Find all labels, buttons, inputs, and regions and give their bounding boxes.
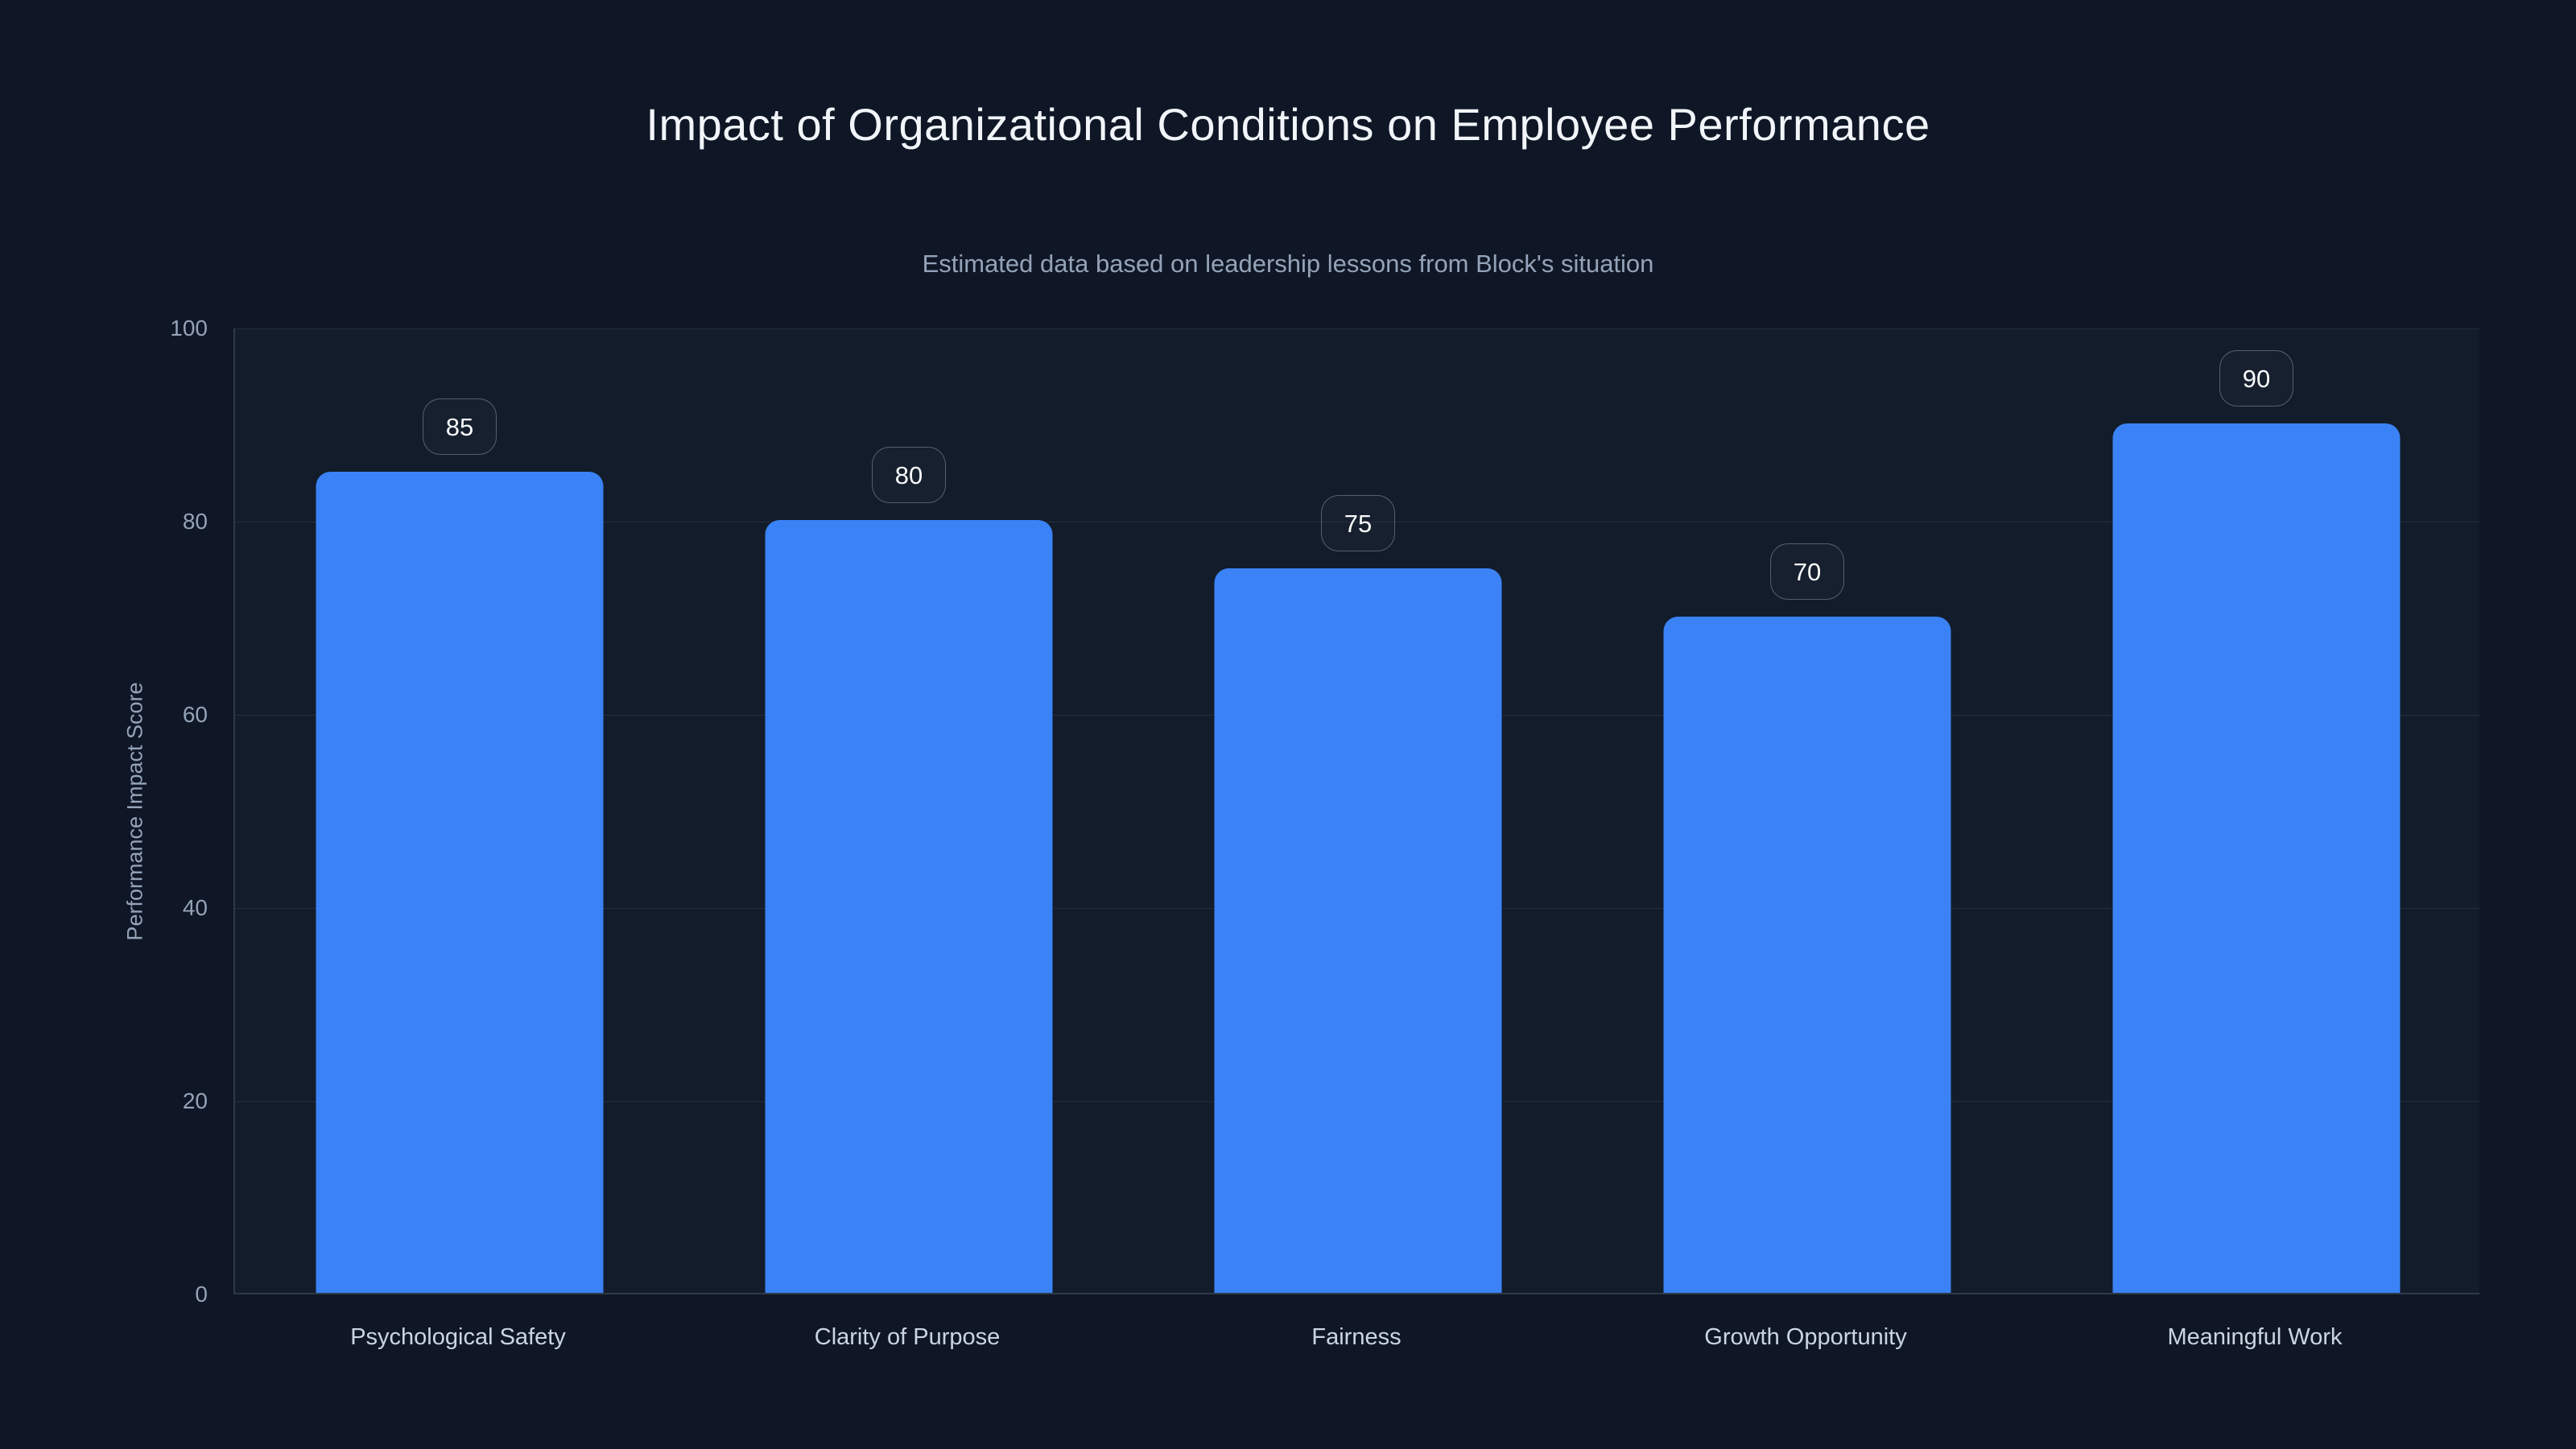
y-tick-label-60: 60 <box>182 702 208 727</box>
x-label-growth-opportunity: Growth Opportunity <box>1704 1324 1907 1350</box>
bar-growth-opportunity[interactable] <box>1663 617 1951 1293</box>
bar-slot-3: 70 <box>1583 328 2032 1293</box>
bar-fairness[interactable] <box>1214 568 1502 1293</box>
plot-area: 85 80 75 70 90 <box>233 328 2479 1294</box>
value-badge-85: 85 <box>423 398 497 455</box>
bar-clarity-of-purpose[interactable] <box>765 520 1053 1293</box>
y-tick-label-20: 20 <box>182 1088 208 1113</box>
chart-subtitle: Estimated data based on leadership lesso… <box>922 250 1654 278</box>
value-badge-75: 75 <box>1321 495 1395 551</box>
chart-title: Impact of Organizational Conditions on E… <box>646 99 1930 150</box>
x-label-meaningful-work: Meaningful Work <box>2167 1324 2343 1350</box>
value-badge-80: 80 <box>872 447 946 503</box>
y-tick-label-100: 100 <box>170 316 208 341</box>
gridline-100 <box>235 328 2479 329</box>
x-label-fairness: Fairness <box>1311 1324 1402 1350</box>
bar-slot-2: 75 <box>1133 328 1583 1293</box>
bar-slot-1: 80 <box>684 328 1133 1293</box>
y-tick-label-40: 40 <box>182 895 208 920</box>
bar-meaningful-work[interactable] <box>2112 423 2401 1293</box>
value-badge-90: 90 <box>2219 350 2293 407</box>
x-label-psychological-safety: Psychological Safety <box>350 1324 566 1350</box>
y-tick-label-0: 0 <box>195 1282 208 1307</box>
bar-psychological-safety[interactable] <box>316 472 604 1293</box>
y-tick-label-80: 80 <box>182 509 208 534</box>
x-label-clarity-of-purpose: Clarity of Purpose <box>814 1324 1001 1350</box>
value-badge-70: 70 <box>1770 543 1844 600</box>
bar-slot-4: 90 <box>2032 328 2481 1293</box>
bar-slot-0: 85 <box>235 328 684 1293</box>
